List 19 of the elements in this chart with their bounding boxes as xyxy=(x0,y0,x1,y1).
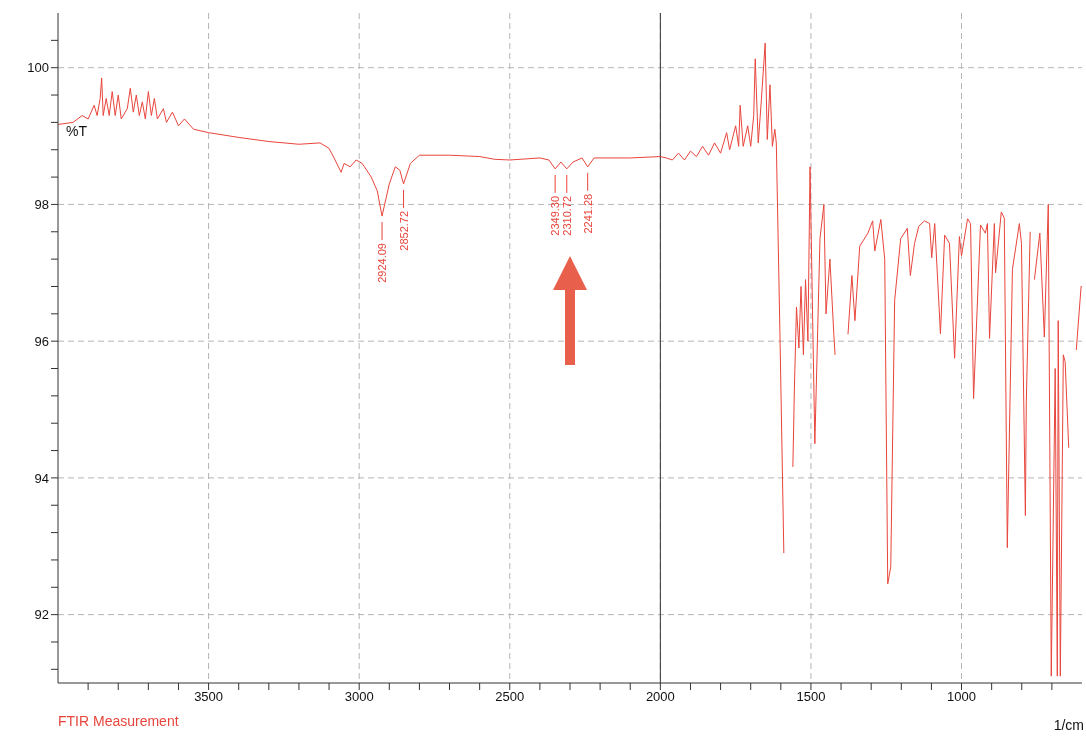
y-tick-label: 94 xyxy=(34,470,49,486)
annotation: 2310.72 xyxy=(560,195,573,236)
x-tick-label: 1500 xyxy=(796,689,826,705)
x-tick-label: 1000 xyxy=(947,689,976,705)
annotation: 2924.09 xyxy=(376,243,389,283)
x-axis-title: 1/cm xyxy=(1053,717,1084,733)
y-tick-label: 100 xyxy=(27,60,49,76)
text: FTIR Measurement xyxy=(58,713,179,729)
y-tick-label: 98 xyxy=(34,197,49,213)
annotation: 2241.28 xyxy=(581,193,594,234)
annotation: 2349.30 xyxy=(549,195,562,236)
y-tick-label: 92 xyxy=(34,607,49,623)
x-tick-label: 3000 xyxy=(344,689,374,705)
annotation: 2852.72 xyxy=(397,210,410,251)
x-tick-label: 2000 xyxy=(645,689,675,705)
y-tick-label: 96 xyxy=(34,333,49,349)
y-axis-title: %T xyxy=(66,123,87,139)
x-tick-label: 2500 xyxy=(495,689,525,705)
x-tick-label: 3500 xyxy=(194,689,224,705)
